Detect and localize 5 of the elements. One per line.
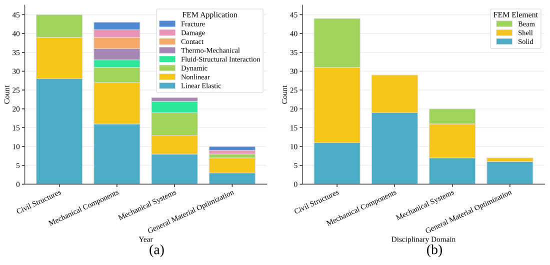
bar	[208, 150, 256, 154]
text: (a)	[150, 244, 164, 258]
text: (b)	[427, 244, 442, 258]
bar	[208, 146, 256, 151]
bar	[486, 161, 534, 184]
